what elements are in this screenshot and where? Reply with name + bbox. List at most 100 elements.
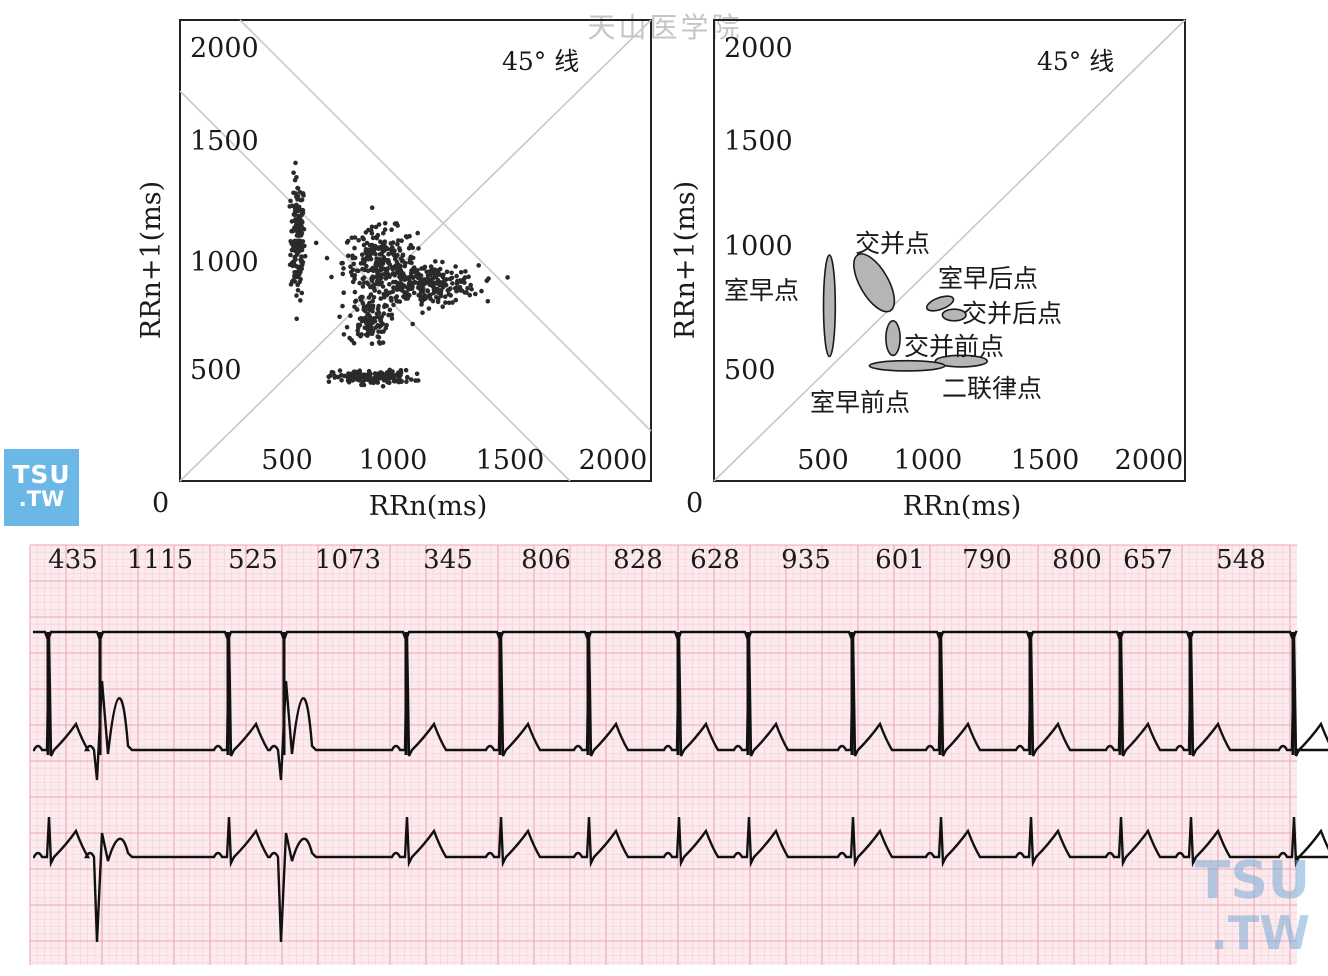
scatter-point <box>398 286 404 291</box>
scatter-point <box>436 290 441 296</box>
scatter-point <box>376 278 381 283</box>
scatter-point <box>369 246 375 251</box>
scatter-point <box>440 259 445 265</box>
scatter-point <box>326 374 332 380</box>
scatter-point <box>377 281 382 287</box>
scatter-point <box>418 282 424 287</box>
scatter-point <box>378 296 384 301</box>
region-label-post-pvc: 室早后点 <box>938 264 1038 293</box>
scatter-points <box>287 160 510 389</box>
x-tick-label: 2000 <box>579 445 648 476</box>
scatter-point <box>462 280 467 285</box>
scatter-point <box>466 274 471 280</box>
rr-interval-label: 525 <box>228 545 278 575</box>
scatter-point <box>391 279 396 285</box>
scatter-point <box>406 246 412 251</box>
scatter-point <box>479 288 484 294</box>
scatter-point <box>389 374 394 379</box>
rr-interval-label: 935 <box>781 545 831 575</box>
badge-line-1: TSU <box>12 460 71 489</box>
y-tick-label: 500 <box>724 355 776 386</box>
scatter-point <box>369 228 374 233</box>
scatter-point <box>347 335 352 341</box>
scatter-point <box>292 225 297 230</box>
scatter-point <box>387 380 392 386</box>
scatter-panel-raw: 500 1000 1500 2000 2000 1500 1000 500 45° 线 RR… <box>136 19 652 522</box>
scatter-point <box>369 205 375 210</box>
scatter-point <box>418 273 424 278</box>
ecg-traces <box>32 630 1328 943</box>
scatter-point <box>368 328 373 334</box>
y-tick-label: 500 <box>190 355 242 386</box>
scatter-point <box>383 325 389 331</box>
scatter-point <box>485 299 491 304</box>
scatter-point <box>462 290 468 295</box>
scatter-point <box>384 303 390 309</box>
scatter-point <box>326 379 332 385</box>
scatter-point <box>457 285 463 290</box>
scatter-point <box>358 372 364 378</box>
scatter-point <box>389 316 395 321</box>
scatter-point <box>375 257 380 263</box>
scatter-point <box>369 278 375 284</box>
scatter-point <box>434 294 439 300</box>
scatter-point <box>390 240 396 245</box>
scatter-point <box>447 276 453 282</box>
scatter-point <box>380 340 386 345</box>
scatter-point <box>360 284 366 289</box>
scatter-point <box>382 373 388 378</box>
scatter-point <box>376 310 382 316</box>
y-axis-label: RRn+1(ms) <box>670 181 701 339</box>
ecg-lead-3 <box>32 816 1328 943</box>
scatter-point <box>357 322 363 328</box>
y-tick-label: 1000 <box>724 231 793 262</box>
scatter-point <box>448 293 454 298</box>
scatter-point <box>376 303 381 309</box>
scatter-point <box>313 240 319 246</box>
scatter-point <box>420 289 426 295</box>
scatter-point <box>345 238 351 244</box>
badge-line-2: .TW <box>18 487 65 511</box>
y-tick-label: 1000 <box>190 247 259 278</box>
scatter-point <box>364 326 369 331</box>
scatter-point <box>380 384 386 389</box>
tsu-logo-badge: TSU .TW <box>4 449 79 526</box>
scatter-point <box>415 230 421 236</box>
scatter-point <box>425 273 431 278</box>
scatter-point <box>359 252 365 257</box>
scatter-point <box>299 259 304 265</box>
scatter-point <box>340 303 345 309</box>
scatter-point <box>450 300 455 305</box>
scatter-point <box>417 292 423 297</box>
scatter-point <box>386 251 391 257</box>
ecg-strip: 435 1115 525 1073 345 806 828 628 935 601 790 800 65… <box>29 544 1328 965</box>
scatter-point <box>373 251 378 257</box>
scatter-point <box>384 272 390 278</box>
scatter-point <box>341 332 347 337</box>
region-label-junctional: 交并点 <box>855 229 930 258</box>
scatter-point <box>297 264 302 270</box>
scatter-point <box>352 245 357 251</box>
region-label-pvc: 室早点 <box>724 276 799 305</box>
scatter-point <box>445 288 451 293</box>
scatter-point <box>373 371 378 377</box>
scatter-point <box>363 249 369 254</box>
y-tick-label: 2000 <box>724 33 793 64</box>
scatter-point <box>403 367 409 373</box>
scatter-point <box>294 293 299 298</box>
scatter-point <box>376 340 382 345</box>
x-tick-label: 1000 <box>894 445 963 476</box>
scatter-point <box>376 222 382 227</box>
scatter-point <box>404 290 409 296</box>
scatter-point <box>398 256 404 262</box>
y-tick-label: 1500 <box>190 126 259 157</box>
scatter-point <box>361 307 367 312</box>
scatter-point <box>379 329 385 335</box>
scatter-point <box>382 221 388 226</box>
rr-interval-label: 657 <box>1123 545 1173 575</box>
scatter-point <box>340 271 346 277</box>
scatter-point <box>350 375 356 381</box>
scatter-point <box>388 247 394 253</box>
x-axis-label: RRn(ms) <box>369 491 488 522</box>
